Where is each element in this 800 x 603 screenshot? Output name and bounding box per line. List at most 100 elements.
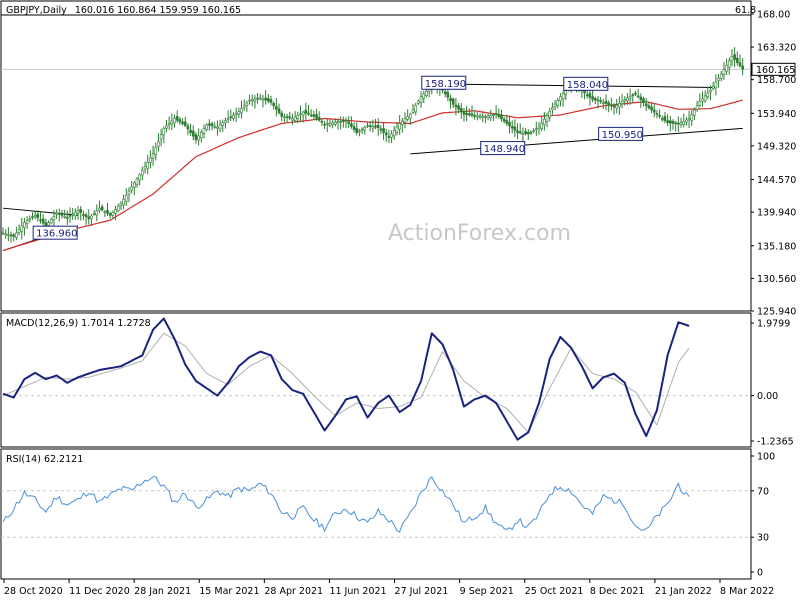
candle-body bbox=[459, 108, 463, 113]
candle-body bbox=[347, 121, 351, 124]
candle-body bbox=[202, 128, 206, 134]
candle-body bbox=[4, 233, 7, 236]
candle-body bbox=[133, 182, 136, 188]
last-price-label: 160.165 bbox=[756, 65, 795, 76]
trendline bbox=[2, 207, 79, 216]
candle-body bbox=[304, 109, 308, 114]
candle-body bbox=[395, 126, 399, 133]
macd-tick-label: -1.2365 bbox=[757, 437, 794, 448]
candle-body bbox=[79, 209, 83, 213]
price-title: GBPJPY,Daily 160.016 160.864 159.959 160… bbox=[6, 5, 241, 16]
x-tick-label: 28 Oct 2020 bbox=[4, 586, 63, 597]
candle-body bbox=[20, 225, 24, 232]
candle-body bbox=[285, 116, 289, 118]
last-price-box bbox=[751, 62, 796, 76]
macd-title: MACD(12,26,9) 1.7014 1.2728 bbox=[6, 318, 151, 329]
candle-body bbox=[548, 111, 552, 118]
candle-body bbox=[111, 211, 115, 216]
candle-body bbox=[103, 211, 107, 214]
candle-body bbox=[189, 129, 192, 133]
candle-body bbox=[159, 134, 163, 140]
candle-body bbox=[401, 120, 404, 125]
candle-body bbox=[7, 234, 10, 236]
candle-body bbox=[135, 178, 139, 186]
candle-body bbox=[49, 219, 53, 224]
candle-body bbox=[725, 64, 728, 72]
candle-body bbox=[532, 130, 535, 132]
candle-body bbox=[57, 212, 61, 215]
candle-body bbox=[703, 95, 707, 102]
candle-body bbox=[652, 109, 656, 113]
candle-body bbox=[323, 123, 326, 126]
x-tick-label: 21 Jan 2022 bbox=[655, 586, 712, 597]
candle-body bbox=[221, 122, 225, 126]
candle-body bbox=[253, 98, 257, 102]
candle-body bbox=[398, 123, 401, 130]
candle-body bbox=[307, 112, 310, 115]
candle-body bbox=[685, 119, 688, 123]
price-panel-frame bbox=[0, 0, 752, 312]
candle-body bbox=[387, 136, 391, 138]
candle-body bbox=[454, 104, 458, 108]
candle-body bbox=[596, 99, 600, 102]
candle-body bbox=[425, 91, 428, 96]
candle-body bbox=[604, 101, 608, 104]
x-tick-label: 28 Jan 2021 bbox=[134, 586, 191, 597]
candle-body bbox=[31, 216, 34, 219]
candle-body bbox=[695, 105, 699, 110]
macd-tick-label: 1.9799 bbox=[757, 319, 790, 330]
candle-body bbox=[620, 101, 624, 105]
rsi-series bbox=[2, 475, 690, 533]
rsi-line bbox=[2, 475, 690, 533]
candle-body bbox=[181, 121, 184, 125]
candle-body bbox=[660, 118, 664, 120]
rsi-title: RSI(14) 62.2121 bbox=[6, 454, 83, 465]
candle-body bbox=[599, 100, 602, 102]
candle-body bbox=[564, 90, 568, 95]
macd-main-line bbox=[2, 317, 690, 441]
candle-body bbox=[374, 125, 377, 128]
price-annotations: 136.960 158.190 148.940 158.040 150.950 bbox=[32, 75, 644, 240]
candle-body bbox=[585, 94, 589, 97]
candle-body bbox=[709, 89, 712, 93]
candle-body bbox=[71, 213, 74, 216]
candle-body bbox=[60, 214, 64, 216]
candle-body bbox=[443, 91, 447, 95]
candle-body bbox=[513, 126, 517, 131]
candle-body bbox=[358, 130, 361, 133]
candle-body bbox=[119, 202, 123, 207]
candle-body bbox=[494, 113, 498, 115]
candle-body bbox=[553, 103, 557, 107]
price-tick-label: 158.700 bbox=[757, 75, 796, 86]
candle-body bbox=[191, 130, 195, 137]
candle-body bbox=[486, 115, 490, 119]
candle-body bbox=[122, 198, 125, 206]
candle-body bbox=[141, 170, 144, 176]
candle-body bbox=[451, 98, 455, 105]
x-tick-label: 8 Dec 2021 bbox=[590, 586, 645, 597]
candle-body bbox=[693, 109, 696, 116]
candle-body bbox=[175, 116, 179, 121]
candle-body bbox=[267, 98, 270, 102]
candle-body bbox=[631, 94, 635, 97]
candle-body bbox=[218, 124, 222, 130]
trendline bbox=[410, 127, 743, 155]
candle-body bbox=[293, 116, 297, 121]
candle-body bbox=[419, 96, 423, 103]
candle-body bbox=[350, 123, 353, 127]
price-symbol: GBPJPY,Daily bbox=[6, 5, 67, 16]
level-label: 150.950 bbox=[602, 130, 643, 141]
date-x-axis: 28 Oct 2020 11 Dec 2020 28 Jan 2021 15 Mar … bbox=[3, 579, 774, 597]
price-tick-label: 130.560 bbox=[757, 274, 796, 285]
candle-body bbox=[644, 103, 648, 107]
candle-body bbox=[114, 208, 117, 214]
candle-body bbox=[63, 216, 66, 218]
candle-body bbox=[543, 118, 546, 125]
rsi-tick-label: 100 bbox=[757, 452, 775, 463]
candle-body bbox=[647, 105, 651, 109]
candle-body bbox=[658, 115, 661, 117]
candle-body bbox=[25, 220, 29, 224]
candle-body bbox=[143, 166, 147, 170]
candle-body bbox=[392, 130, 396, 137]
